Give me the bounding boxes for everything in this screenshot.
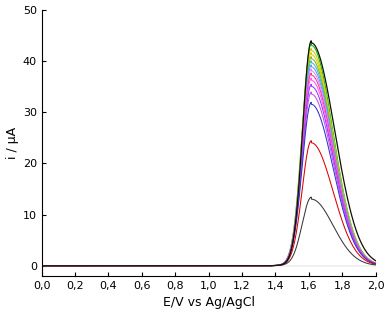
X-axis label: E/V vs Ag/AgCl: E/V vs Ag/AgCl	[163, 296, 255, 309]
Y-axis label: i / μA: i / μA	[5, 127, 19, 159]
